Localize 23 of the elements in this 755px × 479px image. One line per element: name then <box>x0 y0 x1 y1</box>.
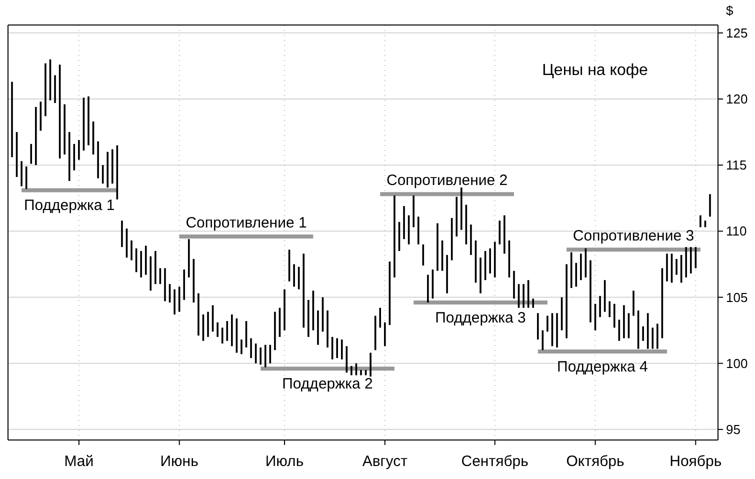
y-tick-label: 100 <box>726 356 748 371</box>
x-tick-label: Июль <box>265 453 304 470</box>
y-axis-title: $ <box>726 3 734 18</box>
x-tick-label: Ноябрь <box>670 453 722 470</box>
text: Цены на кофе <box>542 62 648 79</box>
y-tick-label: 110 <box>726 224 747 239</box>
series-label: Поддержка 1 <box>24 197 115 214</box>
x-tick-label: Октябрь <box>566 453 625 470</box>
x-tick-label: Май <box>64 453 94 470</box>
y-tick-label: 120 <box>726 92 748 107</box>
y-tick-label: 105 <box>726 290 748 305</box>
series-label: Сопротивление 2 <box>386 172 508 190</box>
x-tick-label: Август <box>362 453 408 470</box>
y-tick-label: 125 <box>726 25 748 40</box>
series-label: Сопротивление 3 <box>572 228 694 245</box>
series-label: Поддержка 2 <box>282 376 373 393</box>
x-tick-label: Сентябрь <box>461 453 529 470</box>
series-label: Поддержка 4 <box>557 358 648 376</box>
x-tick-label: Июнь <box>160 453 199 470</box>
series-label: Поддержка 3 <box>435 310 526 327</box>
y-tick-label: 115 <box>726 158 747 173</box>
series-label: Сопротивление 1 <box>186 214 307 232</box>
y-tick-label: 95 <box>726 422 740 437</box>
